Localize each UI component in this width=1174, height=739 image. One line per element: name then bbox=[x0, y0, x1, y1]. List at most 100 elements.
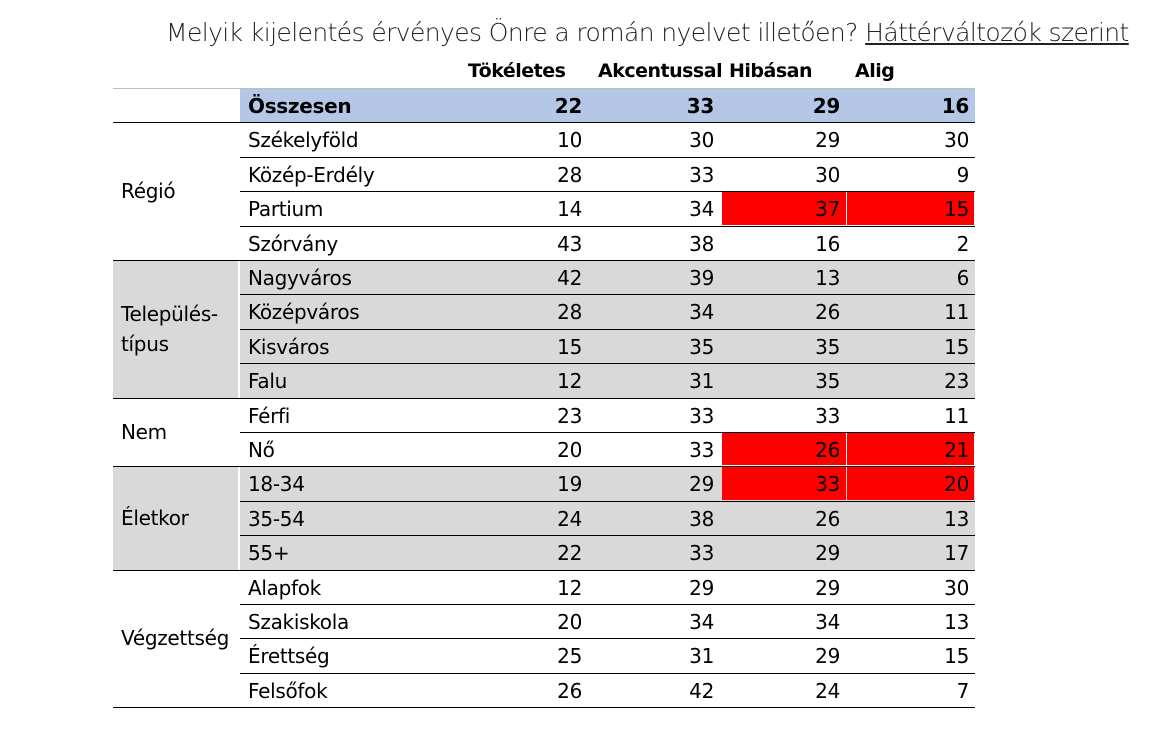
value-cell: 33 bbox=[689, 162, 714, 187]
row-border bbox=[240, 432, 975, 433]
row-border bbox=[113, 397, 975, 399]
value-cell: 7 bbox=[956, 678, 970, 703]
row-label: Alapfok bbox=[248, 575, 321, 600]
highlight-cell bbox=[847, 467, 974, 500]
value-cell: 30 bbox=[944, 575, 969, 600]
column-header-hibasan: Hibásan bbox=[729, 60, 813, 82]
value-cell: 43 bbox=[557, 231, 582, 256]
row-border bbox=[113, 466, 975, 468]
highlight-cell bbox=[722, 192, 846, 225]
row-label: Székelyföld bbox=[248, 128, 359, 153]
row-border bbox=[113, 122, 975, 124]
value-cell: 15 bbox=[944, 197, 969, 222]
highlight-cell bbox=[722, 467, 846, 500]
group-name-line: Település- bbox=[121, 301, 218, 326]
group-name-line: Életkor bbox=[121, 505, 189, 530]
row-border bbox=[240, 225, 975, 227]
value-cell: 14 bbox=[557, 197, 582, 222]
column-header-akcentussal: Akcentussal bbox=[598, 60, 723, 82]
row-label: Falu bbox=[248, 369, 287, 394]
value-cell: 37 bbox=[815, 197, 840, 222]
column-header-alig: Alig bbox=[855, 60, 895, 82]
value-cell: 28 bbox=[557, 162, 582, 187]
value-cell: 26 bbox=[815, 438, 840, 462]
value-cell: 13 bbox=[944, 506, 969, 531]
group-name: Végzettség bbox=[121, 570, 229, 708]
column-header-tokeletes: Tökéletes bbox=[468, 60, 566, 82]
value-cell: 15 bbox=[944, 334, 969, 359]
value-cell: 29 bbox=[689, 472, 714, 497]
row-label: Férfi bbox=[248, 403, 291, 428]
value-cell: 6 bbox=[956, 266, 970, 290]
value-cell: 11 bbox=[944, 300, 969, 325]
row-border bbox=[240, 535, 975, 537]
group-band bbox=[113, 261, 238, 398]
group-name-line: Nem bbox=[121, 419, 167, 444]
value-cell: 35 bbox=[815, 369, 840, 394]
value-cell: 30 bbox=[944, 128, 969, 153]
value-cell: 12 bbox=[557, 369, 582, 394]
highlight-cell bbox=[722, 433, 846, 466]
title-underlined: Háttérváltozók szerint bbox=[865, 18, 1129, 47]
group-name: Életkor bbox=[121, 466, 189, 569]
value-cell: 29 bbox=[689, 575, 714, 600]
value-cell: 20 bbox=[557, 610, 582, 634]
value-cell: 34 bbox=[689, 300, 714, 325]
row-border bbox=[113, 569, 975, 571]
row-label: 55+ bbox=[248, 541, 290, 566]
row-label: Felsőfok bbox=[248, 678, 328, 703]
value-cell: 26 bbox=[815, 300, 840, 325]
value-cell: 39 bbox=[689, 266, 714, 290]
value-cell: 38 bbox=[689, 231, 714, 256]
value-cell: 33 bbox=[686, 94, 715, 118]
total-row-label: Összesen bbox=[248, 94, 352, 118]
value-cell: 20 bbox=[944, 472, 969, 497]
value-cell: 33 bbox=[689, 541, 714, 566]
value-cell: 9 bbox=[956, 162, 970, 187]
value-cell: 10 bbox=[557, 128, 582, 153]
value-cell: 2 bbox=[956, 231, 970, 256]
value-cell: 21 bbox=[944, 438, 969, 462]
value-cell: 22 bbox=[554, 94, 583, 118]
value-cell: 35 bbox=[815, 334, 840, 359]
row-border bbox=[240, 500, 975, 502]
value-cell: 30 bbox=[689, 128, 714, 153]
value-cell: 17 bbox=[944, 541, 969, 566]
value-cell: 33 bbox=[689, 438, 714, 462]
row-border bbox=[240, 363, 975, 365]
value-cell: 31 bbox=[689, 369, 714, 394]
value-cell: 23 bbox=[944, 369, 969, 394]
row-border bbox=[240, 191, 975, 193]
row-label: Kisváros bbox=[248, 334, 330, 359]
value-cell: 42 bbox=[557, 266, 582, 290]
value-cell: 33 bbox=[815, 403, 840, 428]
row-border bbox=[240, 672, 975, 674]
value-cell: 42 bbox=[689, 678, 714, 703]
value-cell: 26 bbox=[815, 506, 840, 531]
row-label: Közép-Erdély bbox=[248, 162, 375, 187]
value-cell: 11 bbox=[944, 403, 969, 428]
value-cell: 35 bbox=[689, 334, 714, 359]
value-cell: 16 bbox=[941, 94, 970, 118]
value-cell: 29 bbox=[815, 128, 840, 153]
group-name: Nem bbox=[121, 398, 167, 467]
value-cell: 19 bbox=[557, 472, 582, 497]
value-cell: 29 bbox=[815, 541, 840, 566]
row-border bbox=[113, 88, 975, 89]
value-cell: 29 bbox=[812, 94, 841, 118]
group-name: Régió bbox=[121, 122, 176, 260]
highlight-cell bbox=[847, 192, 974, 225]
group-name: Település-típus bbox=[121, 260, 218, 398]
row-border bbox=[240, 156, 975, 158]
value-cell: 15 bbox=[944, 644, 969, 669]
row-label: Érettség bbox=[248, 644, 330, 669]
row-border bbox=[240, 604, 975, 605]
row-border bbox=[113, 707, 975, 709]
value-cell: 33 bbox=[815, 472, 840, 497]
row-label: Szakiskola bbox=[248, 610, 349, 634]
value-cell: 20 bbox=[557, 438, 582, 462]
value-cell: 34 bbox=[689, 610, 714, 634]
row-border bbox=[240, 294, 975, 296]
value-cell: 25 bbox=[557, 644, 582, 669]
